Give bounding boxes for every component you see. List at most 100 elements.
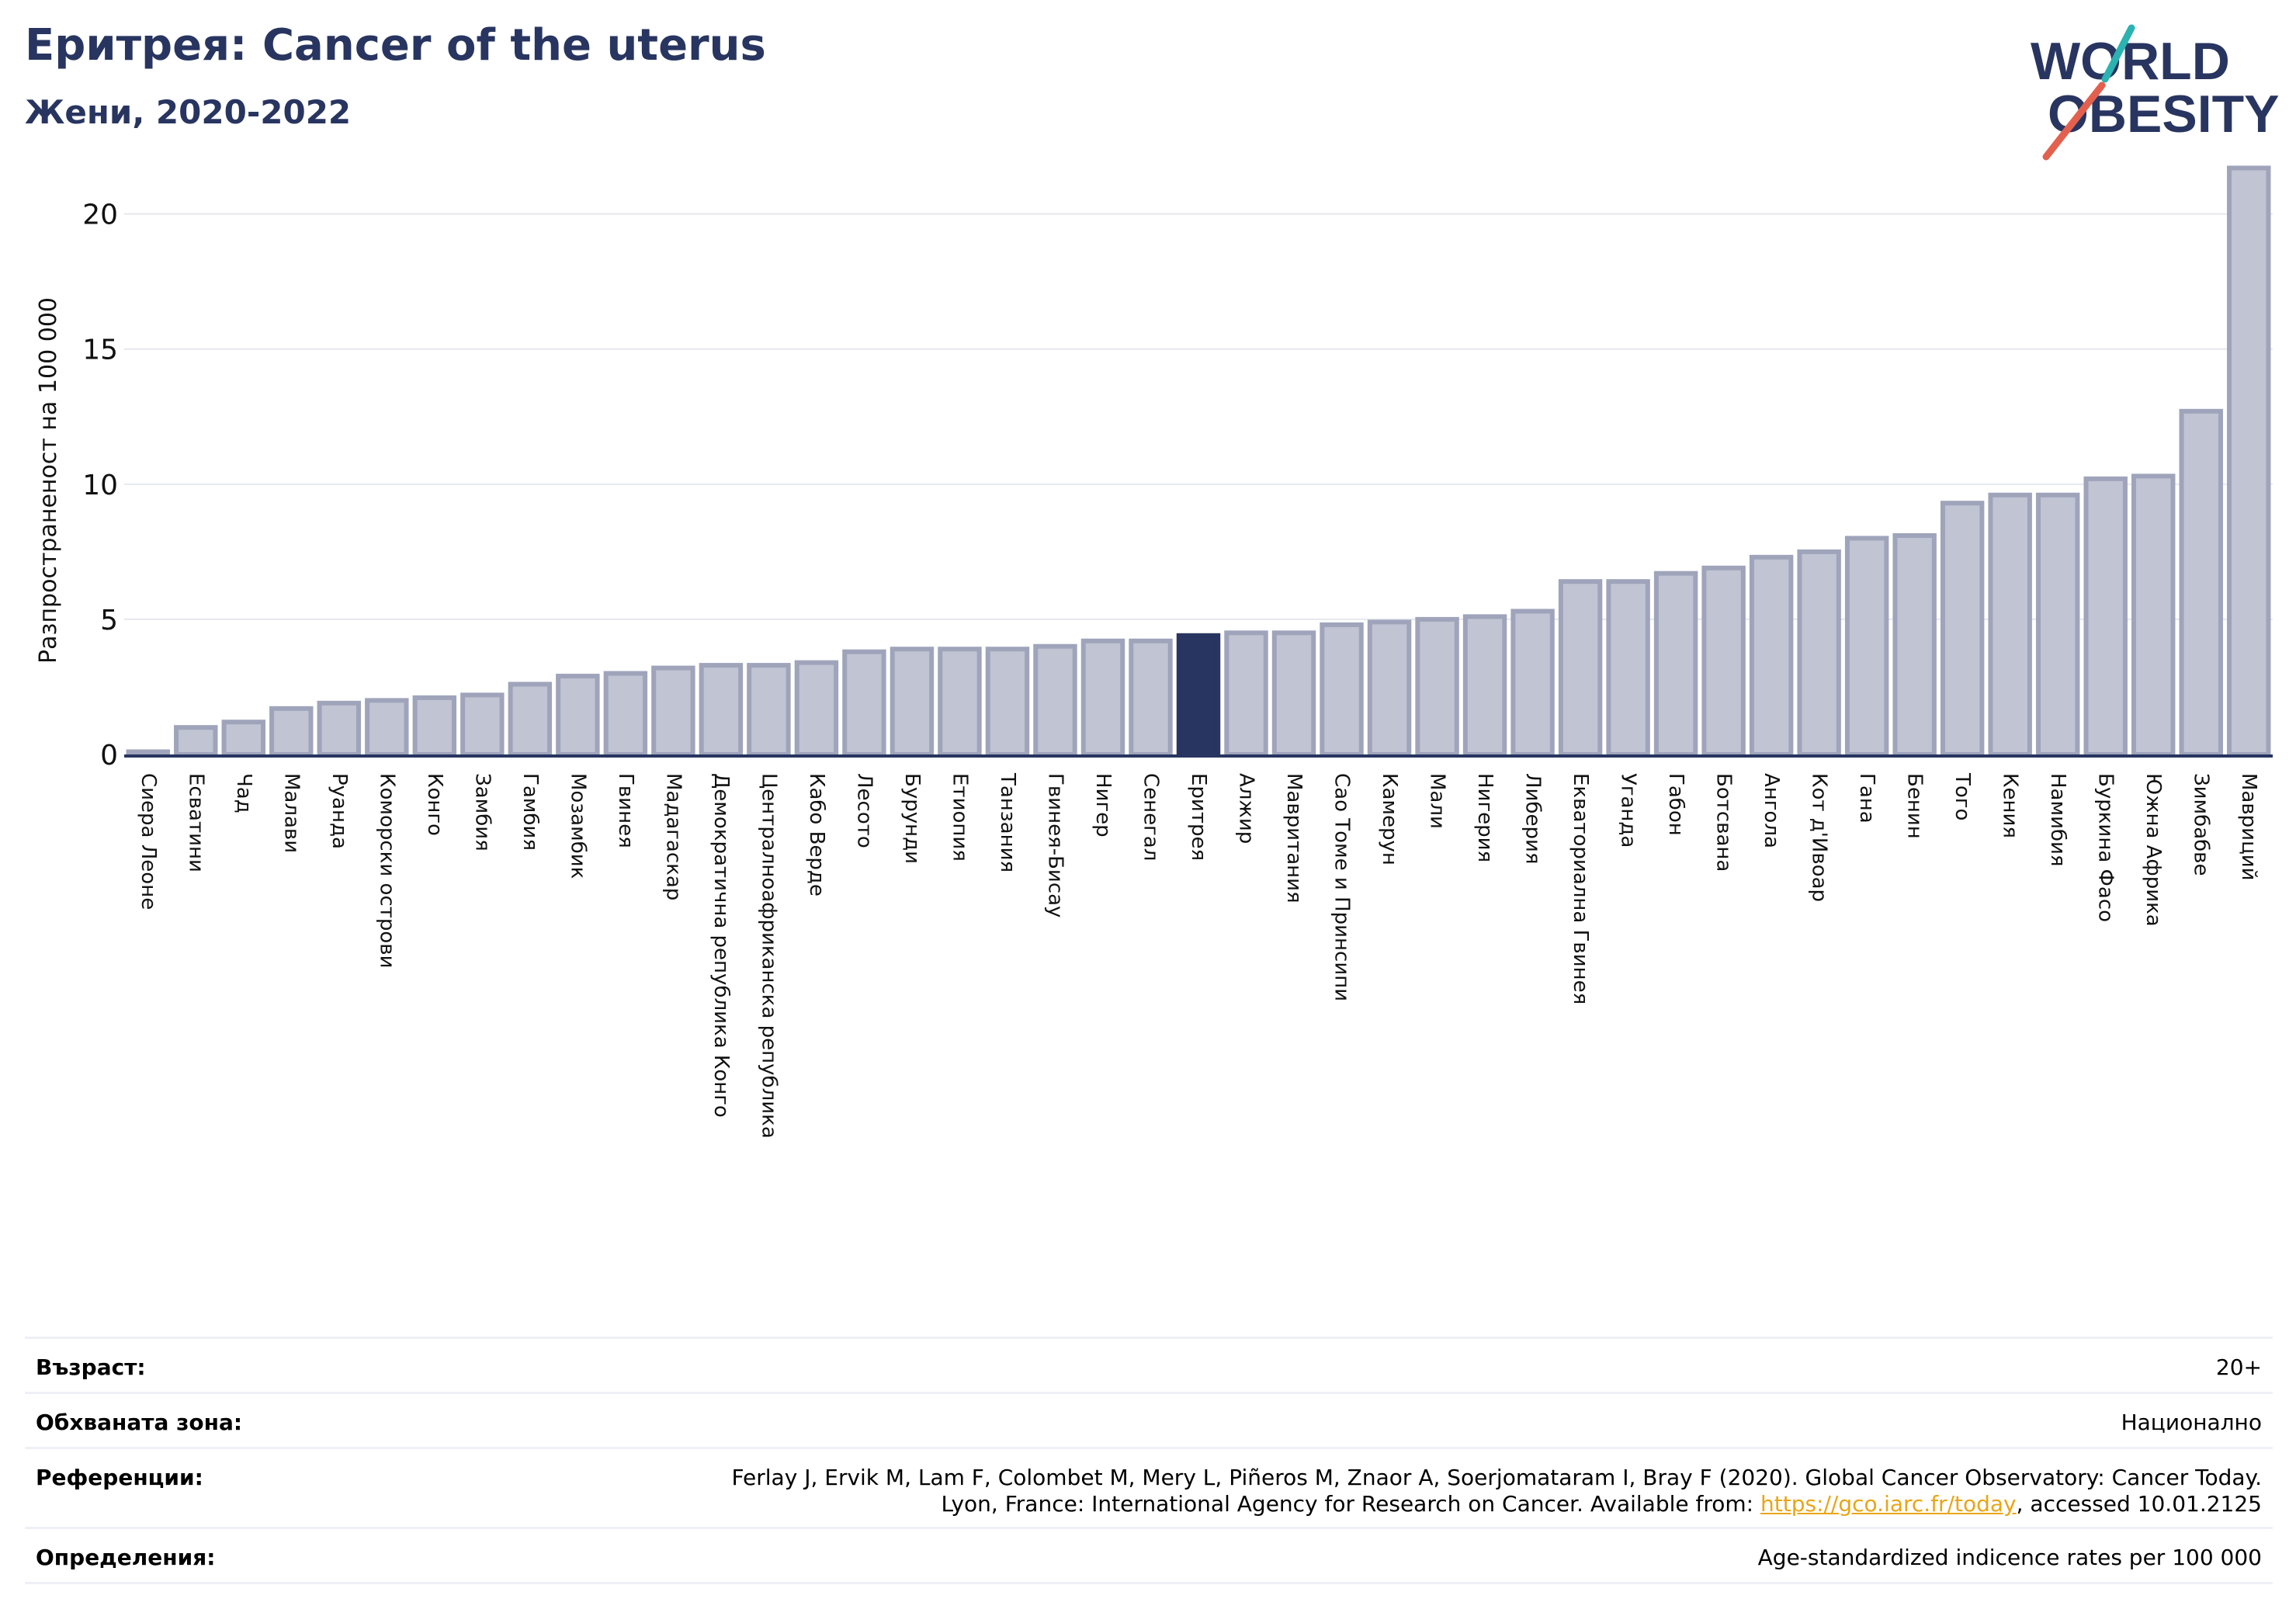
x-tick-label: Бурунди <box>900 773 924 864</box>
bar <box>317 700 362 758</box>
x-tick-label: Кот д'Ивоар <box>1808 773 1831 902</box>
x-tick-label: Ботсвана <box>1712 773 1736 872</box>
x-tick-label: Мозамбик <box>566 773 589 879</box>
bar <box>1367 619 1412 758</box>
bar <box>508 681 553 757</box>
bar <box>1988 492 2032 758</box>
x-tick-label: Зимбабве <box>2190 773 2213 876</box>
y-tick-label: 0 <box>100 740 118 772</box>
bar <box>1940 501 1985 757</box>
x-tick-label: Южна Африка <box>2142 773 2165 927</box>
x-tick-label: Мали <box>1426 773 1449 829</box>
bar <box>1224 630 1268 757</box>
x-tick-label: Бенин <box>1903 773 1927 839</box>
bar <box>603 671 648 758</box>
y-tick-labels: 0 5 10 15 20 <box>82 199 118 772</box>
bar <box>1510 609 1555 757</box>
bar <box>1033 643 1077 758</box>
world-obesity-logo: WORLD OBESITY <box>2031 24 2280 161</box>
x-tick-label: Габон <box>1664 773 1687 836</box>
bar <box>1701 565 1746 757</box>
info-table: Възраст: 20+ Обхваната зона: Национално … <box>25 1337 2273 1584</box>
x-tick-label: Буркина Фасо <box>2094 773 2117 922</box>
bar <box>1415 616 1459 758</box>
logo-word-obesity: OBESITY <box>2048 85 2280 144</box>
bar <box>1606 579 1650 757</box>
x-tick-label: Гана <box>1855 773 1878 824</box>
x-tick-label: Нигер <box>1091 773 1115 838</box>
bar <box>1797 549 1841 757</box>
x-tick-label: Уганда <box>1617 773 1640 848</box>
age-label: Възраст: <box>36 1354 146 1380</box>
references-line-1: Ferlay J, Ervik M, Lam F, Colombet M, Me… <box>731 1465 2262 1490</box>
x-tick-label: Еритрея <box>1187 773 1210 861</box>
bar <box>269 706 314 757</box>
x-tick-label: Малави <box>279 773 303 853</box>
x-tick-label: Екваториална Гвинея <box>1569 773 1592 1004</box>
bar <box>1129 638 1173 757</box>
x-tick-label: Гвинея <box>614 773 637 848</box>
age-value: 20+ <box>2215 1354 2262 1380</box>
bar <box>1653 570 1698 758</box>
references-line-2-end: , accessed 10.01.2125 <box>2016 1491 2262 1517</box>
x-tick-label: Сиера Леоне <box>137 773 160 910</box>
coverage-row: Обхваната зона: Национално <box>25 1392 2273 1447</box>
x-tick-label: Сао Томе и Принсипи <box>1330 773 1354 1001</box>
definitions-value: Age-standardized indicence rates per 100… <box>1757 1545 2262 1570</box>
bar <box>1844 536 1889 757</box>
references-line-2: Lyon, France: International Agency for R… <box>731 1491 2262 1517</box>
bars <box>126 165 2271 758</box>
x-tick-label: Сенегал <box>1139 773 1162 861</box>
x-tick-label: Алжир <box>1235 773 1258 844</box>
bar <box>1462 614 1507 757</box>
x-tick-label: Руанда <box>328 773 351 849</box>
bar <box>1176 633 1221 757</box>
x-tick-label: Танзания <box>996 772 1019 872</box>
bar <box>2131 473 2176 757</box>
x-tick-label: Нигерия <box>1473 773 1497 862</box>
x-tick-label: Конго <box>423 773 446 836</box>
age-row: Възраст: 20+ <box>25 1337 2273 1392</box>
bar <box>2227 165 2271 758</box>
chart-title: Еритрея: Cancer of the uterus <box>25 20 766 71</box>
x-tick-label: Етиопия <box>948 773 971 862</box>
bar-chart: 0 5 10 15 20 Сиера Леоне Есватини Чад Малави Руа… <box>35 165 2273 1139</box>
x-tick-label: Либерия <box>1521 773 1545 865</box>
coverage-value: Национално <box>2121 1410 2262 1435</box>
bar <box>842 649 886 758</box>
x-tick-label: Ангола <box>1760 773 1783 848</box>
bar <box>460 692 505 758</box>
bar <box>365 698 409 758</box>
bar <box>556 674 600 758</box>
definitions-row: Определения: Age-standardized indicence … <box>25 1527 2273 1584</box>
bar <box>794 660 839 757</box>
bar <box>1080 638 1125 757</box>
bar <box>985 647 1030 758</box>
bar <box>126 749 170 758</box>
x-tick-label: Кения <box>1999 773 2022 838</box>
bar <box>1749 554 1794 757</box>
bar <box>412 695 457 758</box>
bar <box>2083 476 2128 757</box>
chart-subtitle: Жени, 2020-2022 <box>25 93 352 131</box>
x-tick-label: Мадагаскар <box>661 773 685 900</box>
x-tick-label: Кабо Верде <box>805 773 828 896</box>
references-link[interactable]: https://gco.iarc.fr/today <box>1760 1491 2017 1517</box>
y-tick-label: 20 <box>82 199 118 231</box>
x-tick-label: Замбия <box>470 773 494 851</box>
x-tick-label: Чад <box>232 773 255 813</box>
y-tick-label: 5 <box>100 605 118 636</box>
y-tick-label: 10 <box>82 470 118 501</box>
coverage-label: Обхваната зона: <box>36 1410 243 1435</box>
bar <box>2179 408 2223 757</box>
x-tick-label: Камерун <box>1378 773 1401 865</box>
x-tick-label: Мавриций <box>2237 773 2260 881</box>
x-tick-label: Централноафриканска република <box>757 773 780 1139</box>
y-axis-label: Разпространеност на 100 000 <box>35 297 62 664</box>
bar <box>1271 630 1316 757</box>
bar <box>2035 492 2080 758</box>
bar <box>651 665 695 758</box>
bar <box>174 725 218 758</box>
x-tick-label: Гвинея-Бисау <box>1043 773 1066 917</box>
x-tick-label: Мавритания <box>1282 773 1306 903</box>
